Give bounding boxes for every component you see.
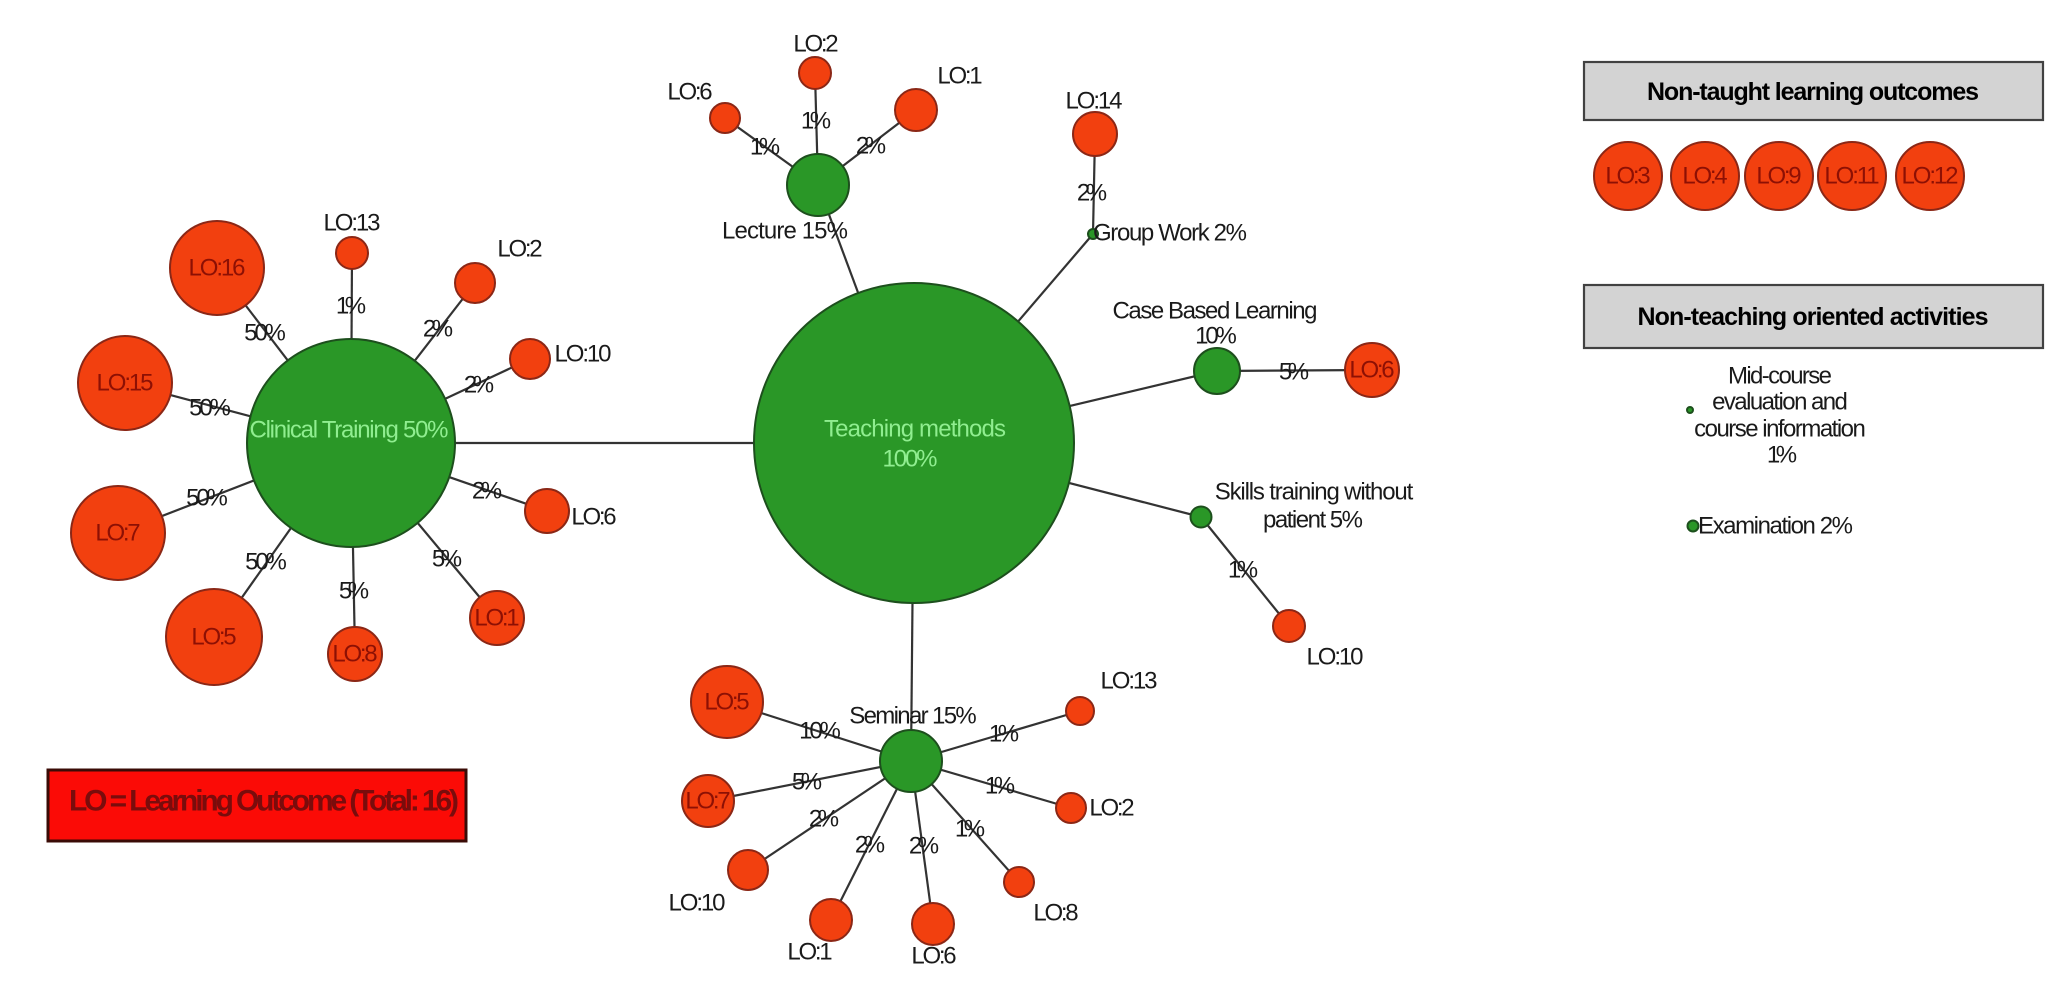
svg-text:LO:9: LO:9 xyxy=(1756,163,1801,190)
svg-text:Teaching methods: Teaching methods xyxy=(824,416,1006,443)
svg-text:1%: 1% xyxy=(336,293,366,320)
svg-text:LO = Learning Outcome (Total:: LO = Learning Outcome (Total: 16) xyxy=(69,785,459,818)
svg-text:1%: 1% xyxy=(955,816,985,843)
svg-text:LO:2: LO:2 xyxy=(497,236,542,263)
svg-text:LO:2: LO:2 xyxy=(1089,795,1134,822)
svg-text:Skills training without: Skills training without xyxy=(1215,479,1414,506)
svg-text:LO:12: LO:12 xyxy=(1902,163,1959,190)
svg-text:5%: 5% xyxy=(339,578,369,605)
svg-text:patient 5%: patient 5% xyxy=(1263,507,1363,534)
svg-text:evaluation and: evaluation and xyxy=(1712,389,1848,416)
svg-text:LO:1: LO:1 xyxy=(787,939,832,966)
svg-text:2%: 2% xyxy=(1077,180,1107,207)
svg-text:course information: course information xyxy=(1694,416,1866,443)
svg-text:1%: 1% xyxy=(750,134,780,161)
svg-text:2%: 2% xyxy=(856,133,886,160)
svg-text:LO:10: LO:10 xyxy=(555,341,612,368)
svg-text:LO:6: LO:6 xyxy=(1349,357,1394,384)
svg-text:LO:3: LO:3 xyxy=(1605,163,1650,190)
svg-text:2%: 2% xyxy=(809,806,839,833)
svg-text:LO:10: LO:10 xyxy=(669,890,726,917)
svg-text:10%: 10% xyxy=(799,718,841,745)
svg-text:LO:16: LO:16 xyxy=(189,255,246,282)
svg-text:LO:13: LO:13 xyxy=(324,210,381,237)
svg-text:LO:5: LO:5 xyxy=(191,624,236,651)
svg-text:2%: 2% xyxy=(472,478,502,505)
svg-text:LO:1: LO:1 xyxy=(937,63,982,90)
svg-text:LO:1: LO:1 xyxy=(474,605,519,632)
svg-text:50%: 50% xyxy=(245,549,287,576)
svg-text:Seminar 15%: Seminar 15% xyxy=(849,703,977,730)
svg-text:1%: 1% xyxy=(985,773,1015,800)
svg-text:LO:10: LO:10 xyxy=(1307,644,1364,671)
svg-text:1%: 1% xyxy=(989,721,1019,748)
svg-text:LO:8: LO:8 xyxy=(1033,900,1078,927)
svg-text:LO:11: LO:11 xyxy=(1824,163,1879,190)
svg-text:Examination 2%: Examination 2% xyxy=(1698,513,1853,540)
svg-text:Lecture 15%: Lecture 15% xyxy=(722,218,848,245)
svg-text:2%: 2% xyxy=(855,832,885,859)
svg-text:LO:15: LO:15 xyxy=(97,370,154,397)
svg-text:2%: 2% xyxy=(464,372,494,399)
svg-text:5%: 5% xyxy=(1279,359,1309,386)
svg-text:1%: 1% xyxy=(1228,557,1258,584)
svg-text:2%: 2% xyxy=(423,316,453,343)
svg-text:2%: 2% xyxy=(909,833,939,860)
svg-text:LO:7: LO:7 xyxy=(685,788,730,815)
svg-text:Non-teaching oriented activiti: Non-teaching oriented activities xyxy=(1638,303,1989,331)
svg-text:50%: 50% xyxy=(244,320,286,347)
svg-text:LO:13: LO:13 xyxy=(1101,668,1158,695)
svg-text:LO:4: LO:4 xyxy=(1682,163,1727,190)
svg-text:50%: 50% xyxy=(189,395,231,422)
svg-text:Case Based Learning: Case Based Learning xyxy=(1113,298,1318,325)
svg-text:LO:7: LO:7 xyxy=(95,520,140,547)
svg-text:Group Work 2%: Group Work 2% xyxy=(1093,220,1247,247)
svg-text:5%: 5% xyxy=(792,769,822,796)
svg-text:LO:6: LO:6 xyxy=(571,504,616,531)
svg-text:LO:5: LO:5 xyxy=(704,689,749,716)
svg-text:50%: 50% xyxy=(186,485,228,512)
svg-text:LO:6: LO:6 xyxy=(667,79,712,106)
svg-text:Mid-course: Mid-course xyxy=(1728,363,1832,390)
svg-text:100%: 100% xyxy=(883,446,938,473)
svg-text:Clinical Training 50%: Clinical Training 50% xyxy=(250,417,449,444)
svg-text:LO:2: LO:2 xyxy=(793,31,838,58)
svg-text:5%: 5% xyxy=(432,546,462,573)
svg-text:1%: 1% xyxy=(801,108,831,135)
svg-text:LO:6: LO:6 xyxy=(911,943,956,970)
svg-text:10%: 10% xyxy=(1195,323,1237,350)
svg-text:LO:14: LO:14 xyxy=(1066,88,1123,115)
svg-text:1%: 1% xyxy=(1767,442,1797,469)
svg-text:LO:8: LO:8 xyxy=(332,641,377,668)
svg-text:Non-taught learning outcomes: Non-taught learning outcomes xyxy=(1647,78,1979,106)
